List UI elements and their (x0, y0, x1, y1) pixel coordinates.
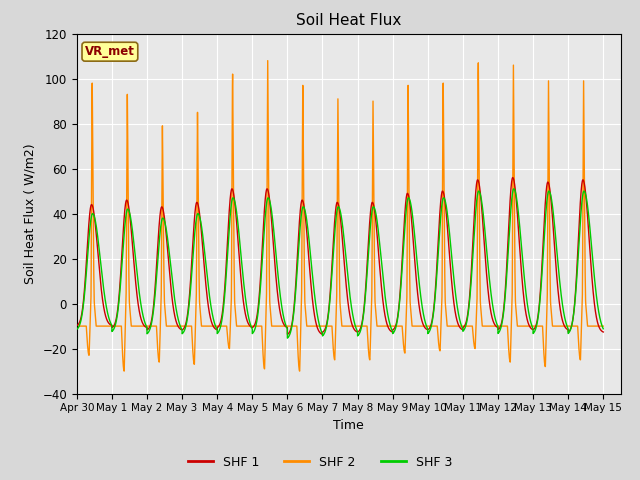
Legend: SHF 1, SHF 2, SHF 3: SHF 1, SHF 2, SHF 3 (183, 451, 457, 474)
Y-axis label: Soil Heat Flux ( W/m2): Soil Heat Flux ( W/m2) (24, 144, 36, 284)
Title: Soil Heat Flux: Soil Heat Flux (296, 13, 401, 28)
Text: VR_met: VR_met (85, 45, 135, 58)
X-axis label: Time: Time (333, 419, 364, 432)
